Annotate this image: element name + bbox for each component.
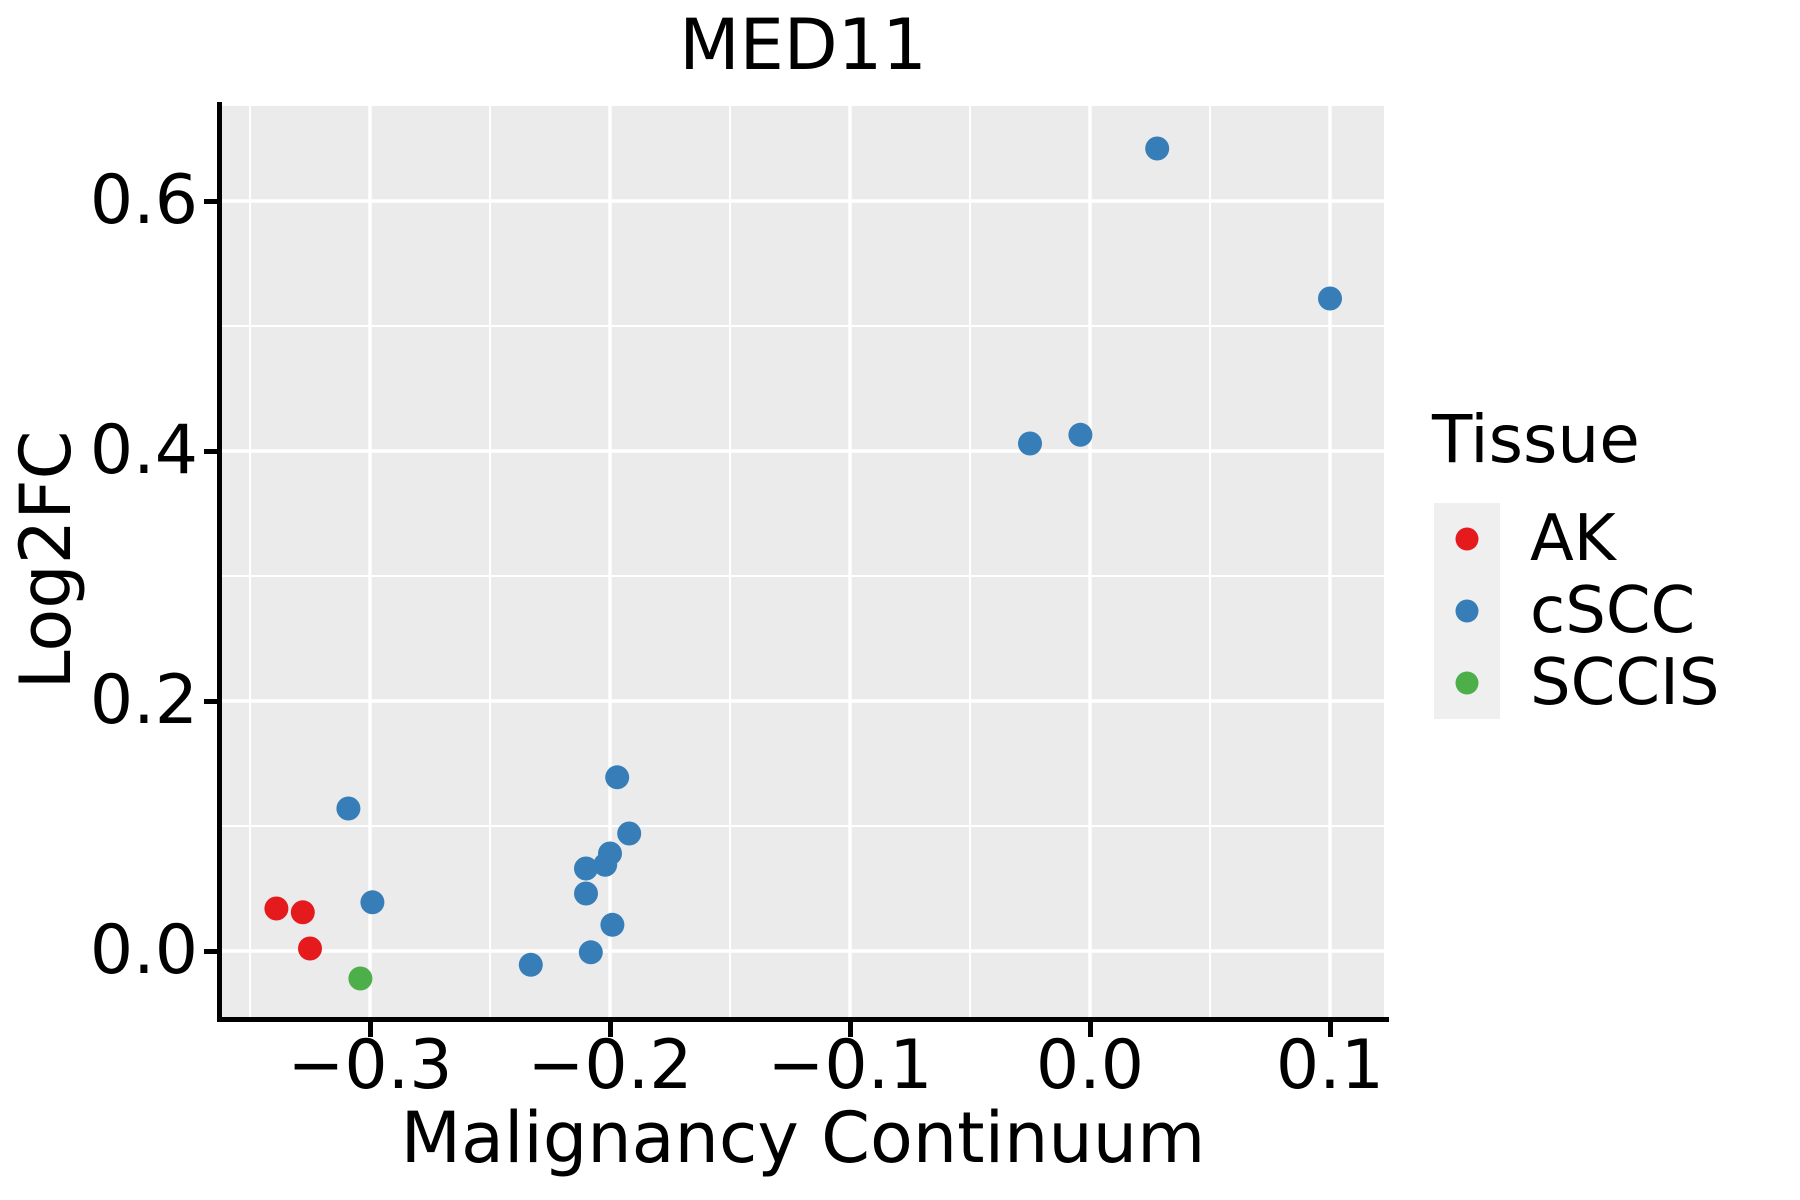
- legend-dot-icon: [1455, 599, 1479, 623]
- data-point-AK: [290, 900, 315, 925]
- y-tick-label: 0.6: [89, 161, 198, 240]
- data-point-cSCC: [360, 890, 385, 915]
- data-point-cSCC: [600, 912, 625, 937]
- x-tick: [848, 1022, 853, 1037]
- legend-entry-SCCIS: SCCIS: [1434, 647, 1720, 719]
- data-point-cSCC: [518, 952, 543, 977]
- x-tick: [608, 1022, 613, 1037]
- y-tick: [204, 699, 219, 704]
- x-tick-label: −0.3: [287, 1026, 453, 1105]
- x-axis-title: Malignancy Continuum: [400, 1097, 1206, 1179]
- x-tick-label: −0.2: [527, 1026, 693, 1105]
- y-tick: [204, 949, 219, 954]
- legend-dot-icon: [1455, 671, 1479, 695]
- plot-panel: [222, 106, 1384, 1017]
- x-tick: [1088, 1022, 1093, 1037]
- legend-entry-AK: AK: [1434, 503, 1720, 575]
- legend-dot-icon: [1455, 527, 1479, 551]
- legend-key: [1434, 647, 1500, 719]
- y-tick: [204, 199, 219, 204]
- y-tick-label: 0.2: [89, 661, 198, 740]
- chart-svg: [222, 106, 1384, 1017]
- data-point-cSCC: [574, 881, 598, 906]
- legend-label: cSCC: [1530, 574, 1696, 648]
- legend-entries: AK cSCC SCCIS: [1434, 503, 1720, 719]
- data-point-cSCC: [598, 841, 622, 866]
- y-tick-label: 0.4: [89, 411, 198, 490]
- data-point-AK: [264, 896, 289, 921]
- y-tick: [204, 449, 219, 454]
- x-tick-label: 0.0: [1035, 1026, 1145, 1105]
- data-point-cSCC: [336, 796, 361, 821]
- legend-label: SCCIS: [1530, 646, 1720, 720]
- plot-title: MED11: [679, 4, 927, 86]
- data-point-cSCC: [1145, 136, 1170, 161]
- data-point-cSCC: [574, 856, 598, 881]
- legend-title: Tissue: [1432, 401, 1640, 478]
- data-point-cSCC: [1018, 431, 1042, 456]
- legend-key: [1434, 575, 1500, 647]
- data-point-cSCC: [605, 765, 630, 790]
- legend-label: AK: [1530, 502, 1616, 576]
- data-point-cSCC: [578, 940, 603, 965]
- x-axis-line: [217, 1017, 1389, 1022]
- legend-entry-cSCC: cSCC: [1434, 575, 1720, 647]
- data-point-SCCIS: [348, 966, 373, 991]
- y-tick-label: 0.0: [89, 911, 198, 990]
- y-axis-line: [217, 102, 222, 1022]
- data-point-cSCC: [1068, 422, 1093, 447]
- data-point-cSCC: [617, 821, 642, 846]
- x-tick: [1328, 1022, 1333, 1037]
- data-point-AK: [298, 936, 322, 961]
- x-tick-label: −0.1: [767, 1026, 933, 1105]
- legend-key: [1434, 503, 1500, 575]
- data-point-cSCC: [1318, 286, 1342, 311]
- x-tick: [368, 1022, 373, 1037]
- legend: Tissue AK cSCC SCCIS: [1432, 401, 1720, 719]
- x-tick-label: 0.1: [1275, 1026, 1385, 1105]
